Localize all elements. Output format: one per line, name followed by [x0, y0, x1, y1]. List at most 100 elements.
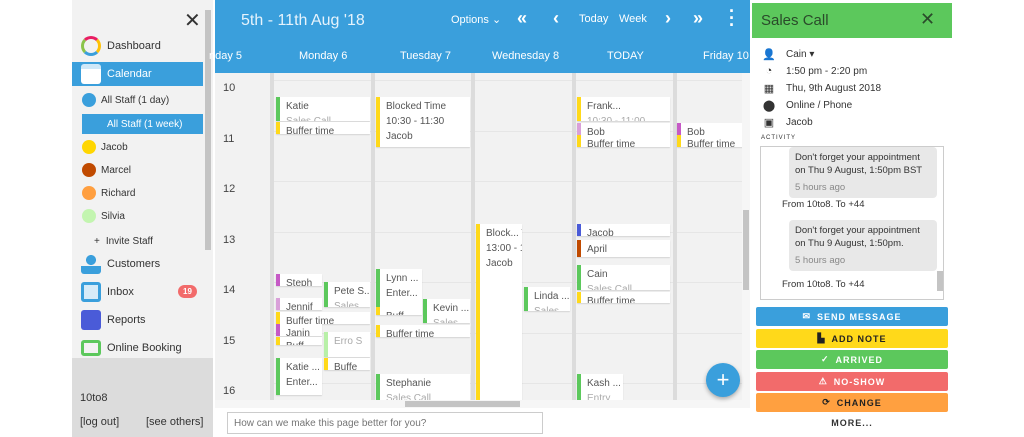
change-button[interactable]: ⟳ CHANGE: [756, 393, 948, 412]
message-time: 5 hours ago: [795, 182, 846, 193]
logout-link[interactable]: [log out]: [80, 416, 120, 428]
date-row: ▦ Thu, 9th August 2018: [762, 82, 881, 95]
calendar-event[interactable]: Erro S: [324, 332, 370, 357]
sidebar-item-inbox[interactable]: Inbox 19: [72, 280, 203, 304]
see-others-link[interactable]: [see others]: [146, 416, 204, 428]
day-header: Wednesday 8: [492, 50, 560, 62]
hour-label: 12: [223, 183, 236, 195]
close-panel-icon[interactable]: ✕: [920, 9, 936, 29]
date-text: Thu, 9th August 2018: [786, 83, 882, 94]
sidebar-item-online-booking[interactable]: Online Booking: [72, 336, 203, 360]
event-title: Linda ...: [534, 291, 570, 302]
calendar-event[interactable]: Block... Time 13:00 - 19:30 Jacob: [476, 224, 522, 400]
event-title: Buff: [286, 339, 322, 345]
sidebar-sub-all-staff-week[interactable]: All Staff (1 week): [82, 114, 203, 134]
calendar-event[interactable]: Buff: [276, 337, 322, 345]
calendar-event[interactable]: Kevin ... Sales: [423, 299, 470, 323]
label: Customers: [107, 258, 161, 270]
activity-feed[interactable]: Don't forget your appointment on Thu 9 A…: [760, 146, 944, 300]
calendar-event[interactable]: Bob: [577, 123, 670, 135]
calendar-event[interactable]: Buffer time: [276, 122, 370, 134]
calendar-event[interactable]: Buff: [376, 307, 422, 315]
sidebar-sub-silvia[interactable]: Silvia: [82, 206, 203, 226]
day-header: Friday 10: [703, 50, 749, 62]
sidebar-item-reports[interactable]: Reports: [72, 308, 203, 332]
add-event-button[interactable]: +: [706, 363, 740, 397]
label: Reports: [107, 314, 146, 326]
event-title: Buffer time: [286, 316, 335, 324]
close-sidebar-icon[interactable]: ✕: [184, 10, 201, 32]
calendar-event[interactable]: Janin: [276, 324, 322, 336]
staff-dot-icon: [82, 163, 96, 177]
calendar-event[interactable]: April: [577, 240, 670, 257]
event-title: Bob: [587, 127, 605, 135]
vertical-scrollbar[interactable]: [742, 73, 750, 400]
staff-dot-icon: [82, 93, 96, 107]
event-title: Buffer time: [587, 139, 636, 147]
today-button[interactable]: Today: [579, 13, 609, 25]
activity-scrollbar[interactable]: [937, 271, 943, 291]
calendar-event[interactable]: Linda ... Sales: [524, 287, 570, 311]
calendar-event[interactable]: Buffer time: [577, 135, 670, 147]
label: Richard: [101, 187, 136, 199]
sidebar-item-customers[interactable]: Customers: [72, 252, 203, 276]
calendar-event[interactable]: Jacob: [577, 224, 670, 236]
calendar-event[interactable]: Jennif: [276, 298, 322, 310]
prev-week-icon[interactable]: ‹: [553, 8, 559, 28]
hour-label: 11: [223, 133, 235, 145]
options-dropdown[interactable]: Options ⌄: [451, 13, 501, 26]
event-title: Buffer time: [386, 329, 435, 337]
calendar-event[interactable]: Steph: [276, 274, 322, 286]
horizontal-scrollbar[interactable]: [215, 400, 750, 408]
label: Online Booking: [107, 342, 182, 354]
calendar-event[interactable]: Bob: [677, 123, 747, 135]
dashboard-icon: [81, 36, 101, 56]
sidebar-sub-richard[interactable]: Richard: [82, 183, 203, 203]
calendar-event[interactable]: Katie Sales Call: [276, 97, 370, 121]
week-view-button[interactable]: Week: [619, 13, 647, 25]
sidebar-item-calendar[interactable]: Calendar: [72, 62, 203, 86]
customer-row[interactable]: 👤 Cain ▾: [762, 48, 814, 61]
sidebar-item-dashboard[interactable]: Dashboard: [72, 34, 203, 58]
calendar-event[interactable]: Kash ... Entry: [577, 374, 623, 400]
calendar-grid[interactable]: 10 11 12 13 14 15 16 Katie Sales Call Buffer time…: [215, 73, 750, 400]
event-detail: Jacob: [486, 258, 513, 269]
customer-name: Cain: [786, 49, 807, 60]
calendar-event[interactable]: Buffe: [324, 358, 370, 370]
location-row: ⬤ Online / Phone: [762, 99, 852, 112]
calendar-event[interactable]: Stephanie Sales Call: [376, 374, 470, 400]
caret-down-icon: ▾: [809, 49, 815, 60]
calendar-event[interactable]: Pete S... Sales: [324, 282, 370, 307]
calendar-event[interactable]: Buffer time: [677, 135, 747, 147]
calendar-event[interactable]: Cain Sales Call: [577, 265, 670, 290]
day-header: Tuesday 7: [400, 50, 451, 62]
calendar-event[interactable]: Blocked Time 10:30 - 11:30 Jacob: [376, 97, 470, 147]
event-detail: Erro S: [334, 336, 363, 347]
event-title: Katie: [286, 101, 309, 112]
feedback-input[interactable]: [227, 412, 543, 434]
calendar-icon: [81, 64, 101, 84]
prev-month-icon[interactable]: «: [517, 8, 528, 28]
more-button[interactable]: MORE...: [831, 418, 873, 428]
calendar-event[interactable]: Katie ... Enter...: [276, 358, 322, 395]
invite-staff-button[interactable]: + Invite Staff: [82, 231, 203, 251]
more-vert-icon[interactable]: · · ·: [729, 1, 735, 35]
add-note-button[interactable]: ▙ ADD NOTE: [756, 329, 948, 348]
sidebar-sub-all-staff-day[interactable]: All Staff (1 day): [82, 90, 203, 110]
calendar-event[interactable]: Buffer time: [577, 292, 670, 303]
sidebar-sub-marcel[interactable]: Marcel: [82, 160, 203, 180]
sidebar-sub-jacob[interactable]: Jacob: [82, 137, 203, 157]
contact-card-icon: ▣: [763, 117, 775, 129]
send-message-button[interactable]: ✉ SEND MESSAGE: [756, 307, 948, 326]
next-week-icon[interactable]: ›: [665, 8, 671, 28]
label: Inbox: [107, 286, 134, 298]
day-header: Monday 6: [299, 50, 348, 62]
no-show-button[interactable]: ⚠ NO-SHOW: [756, 372, 948, 391]
calendar-event[interactable]: Buffer time: [376, 325, 470, 337]
arrived-button[interactable]: ✓ ARRIVED: [756, 350, 948, 369]
next-month-icon[interactable]: »: [693, 8, 704, 28]
calendar-event[interactable]: Frank... 10:30 - 11:00: [577, 97, 670, 121]
calendar-event[interactable]: Buffer time: [276, 312, 370, 324]
calendar-event[interactable]: Lynn ... Enter...: [376, 269, 422, 307]
sidebar-scrollbar[interactable]: [205, 10, 211, 250]
